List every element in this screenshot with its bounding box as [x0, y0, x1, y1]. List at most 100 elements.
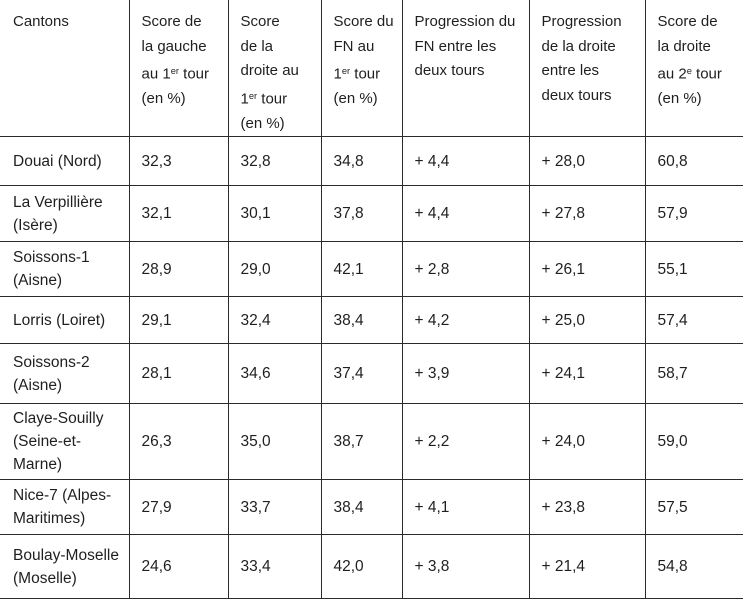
- header-text: Score: [240, 13, 280, 30]
- header-text: de la droite: [541, 37, 616, 55]
- header-line: Progression: [542, 10, 642, 35]
- header-text: au 1: [141, 65, 171, 83]
- header-line: la droite: [658, 35, 741, 60]
- table-row: Soissons-2 (Aisne) 28,1 34,6 37,4 + 3,9 + 24,…: [0, 343, 743, 405]
- cell-progression-droite: + 21,4: [528, 534, 645, 599]
- cell-score-droite-tour1: 30,1: [227, 185, 321, 243]
- header-line: au 2e tour: [658, 59, 741, 87]
- cell-score-droite-tour2: 60,8: [644, 136, 743, 187]
- cell-score-fn-tour1: 38,7: [320, 403, 402, 481]
- superscript-text: er: [341, 66, 351, 76]
- header-text: tour: [257, 90, 288, 108]
- cell-progression-fn: + 4,4: [401, 185, 529, 243]
- cell-progression-droite: + 24,1: [528, 343, 645, 405]
- cell-score-droite-tour1: 34,6: [227, 343, 321, 405]
- header-line: Cantons: [13, 10, 126, 35]
- header-text: (en %): [333, 90, 378, 108]
- header-text: Score du: [333, 13, 394, 30]
- cell-score-fn-tour1: 34,8: [320, 136, 402, 187]
- cell-score-gauche-tour1: 32,3: [128, 136, 228, 187]
- header-text: 1: [240, 90, 249, 108]
- cell-score-droite-tour2: 58,7: [644, 343, 743, 405]
- cell-score-fn-tour1: 38,4: [320, 479, 402, 536]
- table-row: Douai (Nord) 32,3 32,8 34,8 + 4,4 + 28,0 60,8: [0, 136, 743, 187]
- header-line: 1er tour: [241, 84, 318, 112]
- header-line: (en %): [658, 87, 741, 112]
- cell-progression-droite: + 23,8: [528, 479, 645, 536]
- canton-cell: Boulay-Moselle (Moselle): [0, 534, 129, 599]
- cell-progression-fn: + 2,2: [401, 403, 529, 481]
- header-text: la droite: [657, 37, 711, 55]
- header-line: entre les: [542, 59, 642, 84]
- header-text: droite au: [240, 62, 299, 79]
- header-line: Progression du: [415, 10, 526, 35]
- superscript-text: e: [686, 66, 692, 76]
- cell-score-droite-tour1: 29,0: [227, 241, 321, 298]
- cell-score-gauche-tour1: 28,1: [128, 343, 228, 405]
- column-header-cantons: Cantons: [0, 0, 129, 138]
- cell-score-droite-tour1: 33,7: [227, 479, 321, 536]
- header-text: deux tours: [541, 86, 612, 104]
- header-text: 1: [333, 65, 342, 83]
- cell-score-gauche-tour1: 32,1: [128, 185, 228, 243]
- cell-score-gauche-tour1: 29,1: [128, 296, 228, 345]
- cell-progression-fn: + 4,4: [401, 136, 529, 187]
- header-text: tour: [178, 65, 209, 83]
- header-text: entre les: [541, 62, 600, 79]
- cell-score-droite-tour1: 33,4: [227, 534, 321, 599]
- cell-score-droite-tour1: 32,8: [227, 136, 321, 187]
- cell-progression-fn: + 2,8: [401, 241, 529, 298]
- canton-cell: Soissons-1 (Aisne): [0, 241, 129, 298]
- cell-score-fn-tour1: 38,4: [320, 296, 402, 345]
- cell-score-droite-tour1: 32,4: [227, 296, 321, 345]
- canton-cell: La Verpillière (Isère): [0, 185, 129, 243]
- cell-score-fn-tour1: 42,0: [320, 534, 402, 599]
- header-line: deux tours: [415, 59, 526, 84]
- cell-progression-droite: + 26,1: [528, 241, 645, 298]
- header-line: Score du: [334, 10, 399, 35]
- column-header-score-droite-tour2: Score de la droite au 2e tour (en %): [644, 0, 743, 138]
- cell-score-droite-tour2: 54,8: [644, 534, 743, 599]
- header-text: de la: [240, 37, 274, 55]
- header-text: deux tours: [414, 62, 485, 79]
- cell-progression-fn: + 4,2: [401, 296, 529, 345]
- header-text: (en %): [240, 114, 285, 132]
- header-line: (en %): [241, 112, 318, 137]
- header-text: la gauche: [141, 37, 207, 55]
- header-text: tour: [691, 65, 722, 83]
- header-line: FN au: [334, 35, 399, 60]
- column-header-score-gauche-tour1: Score de la gauche au 1er tour (en %): [128, 0, 228, 138]
- header-text: FN entre les: [414, 37, 497, 55]
- table-body: Douai (Nord) 32,3 32,8 34,8 + 4,4 + 28,0 60,8 L…: [0, 136, 743, 599]
- canton-cell: Douai (Nord): [0, 136, 129, 187]
- cell-score-droite-tour1: 35,0: [227, 403, 321, 481]
- header-line: (en %): [142, 87, 225, 112]
- column-header-score-droite-tour1: Score de la droite au 1er tour (en %): [227, 0, 321, 138]
- header-text: Cantons: [13, 13, 69, 30]
- cell-score-droite-tour2: 55,1: [644, 241, 743, 298]
- table-row: La Verpillière (Isère) 32,1 30,1 37,8 + 4,4 +…: [0, 185, 743, 243]
- cell-progression-fn: + 3,9: [401, 343, 529, 405]
- header-line: 1er tour: [334, 59, 399, 87]
- header-line: deux tours: [542, 84, 642, 109]
- header-text: Progression du: [414, 13, 516, 30]
- header-text: Progression: [541, 13, 622, 30]
- canton-cell: Nice-7 (Alpes-Maritimes): [0, 479, 129, 536]
- cell-score-gauche-tour1: 26,3: [128, 403, 228, 481]
- cell-score-droite-tour2: 57,4: [644, 296, 743, 345]
- header-text: tour: [350, 65, 381, 83]
- header-text: Score de: [657, 13, 718, 30]
- header-text: (en %): [657, 90, 702, 108]
- header-line: de la droite: [542, 35, 642, 60]
- table-row: Soissons-1 (Aisne) 28,9 29,0 42,1 + 2,8 + 26,…: [0, 241, 743, 298]
- cell-score-fn-tour1: 37,8: [320, 185, 402, 243]
- cell-progression-droite: + 25,0: [528, 296, 645, 345]
- header-line: (en %): [334, 87, 399, 112]
- table-row: Claye-Souilly (Seine-et-Marne) 26,3 35,0 38…: [0, 403, 743, 481]
- cell-score-gauche-tour1: 27,9: [128, 479, 228, 536]
- cell-progression-droite: + 27,8: [528, 185, 645, 243]
- header-line: Score de: [142, 10, 225, 35]
- superscript-text: er: [248, 90, 258, 101]
- table-row: Nice-7 (Alpes-Maritimes) 27,9 33,7 38,4 + 4,…: [0, 479, 743, 536]
